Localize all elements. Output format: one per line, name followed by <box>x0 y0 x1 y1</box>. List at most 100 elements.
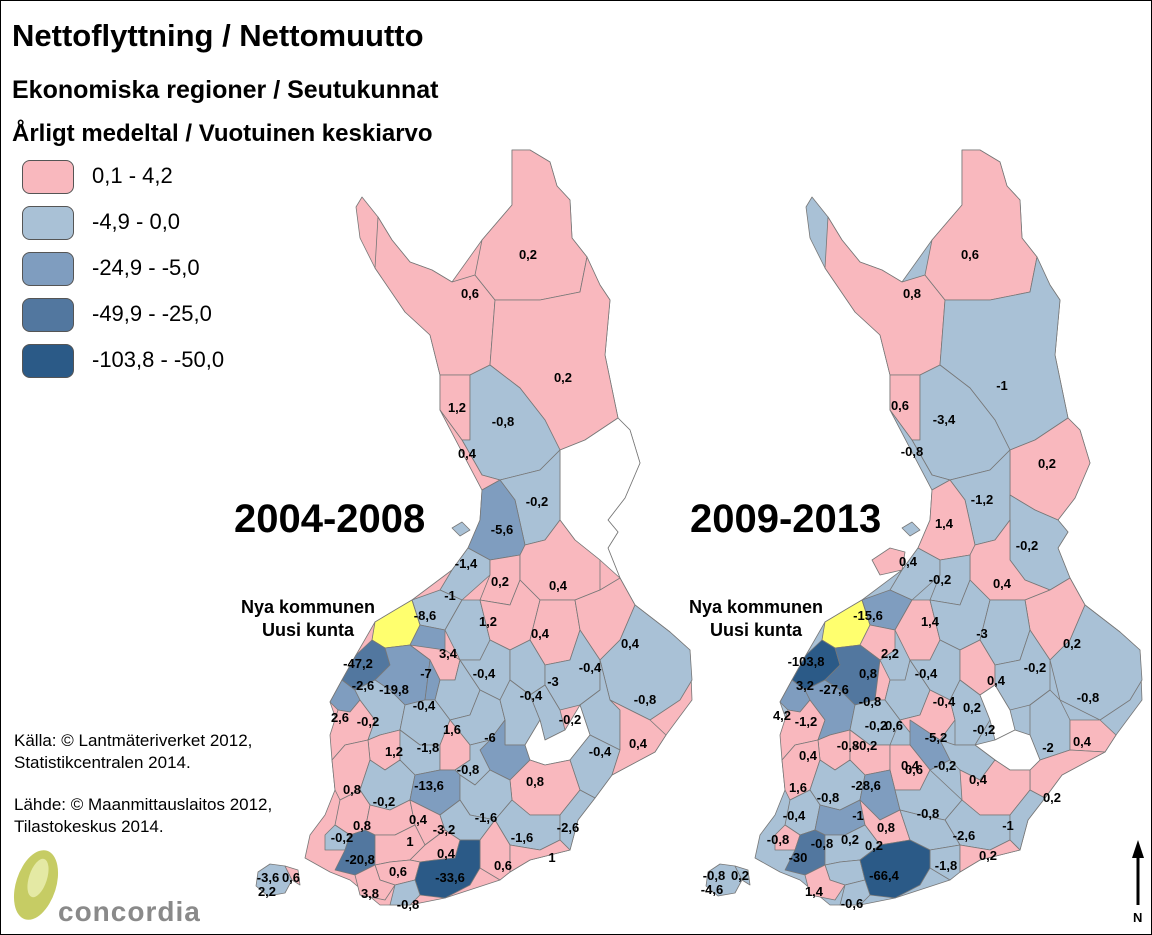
region-value: 1,6 <box>789 780 807 795</box>
region-value: -0,2 <box>1024 660 1046 675</box>
region-value: -0,2 <box>855 738 877 753</box>
region-value: 0,8 <box>859 666 877 681</box>
region-value: -2 <box>1042 740 1054 755</box>
logo-leaf-highlight <box>27 858 49 898</box>
region-value: 3,4 <box>439 646 458 661</box>
region-value: 0,2 <box>1038 456 1056 471</box>
legend-swatch <box>22 252 74 286</box>
region-value: -5,6 <box>491 522 513 537</box>
region-value: 3,2 <box>796 678 814 693</box>
logo-text: concordia <box>58 896 201 927</box>
region-value: -66,4 <box>869 868 899 883</box>
region-value: -0,2 <box>865 718 887 733</box>
region-value: -28,6 <box>851 778 881 793</box>
region-value: 0,6 <box>389 864 407 879</box>
region-value: -0,8 <box>634 692 656 707</box>
region-value: -1,6 <box>511 830 533 845</box>
north-arrow-head <box>1132 840 1144 858</box>
period-label-2009-2013: 2009-2013 <box>690 497 881 541</box>
source-finnish: Lähde: © Maanmittauslaitos 2012, Tilasto… <box>14 795 273 836</box>
region-value: 3,8 <box>361 886 379 901</box>
region-value: 0,2 <box>519 247 537 262</box>
region-polygon <box>859 599 896 661</box>
region-value: -0,2 <box>559 712 581 727</box>
region-value: -0,2 <box>373 794 395 809</box>
region-value: -1 <box>996 378 1008 393</box>
legend-label: -49,9 - -25,0 <box>92 301 212 326</box>
region-value: -1 <box>444 588 456 603</box>
region-value: 0,2 <box>979 848 997 863</box>
region-value: 0,4 <box>993 576 1012 591</box>
region-value: 0,4 <box>1073 734 1092 749</box>
region-value: -0,4 <box>520 688 543 703</box>
region-value: -0,2 <box>929 572 951 587</box>
region-value: 0,4 <box>437 846 456 861</box>
region-value: 0,6 <box>282 870 300 885</box>
region-value: 0,4 <box>901 758 920 773</box>
region-polygon <box>1049 604 1143 721</box>
region-value: -0,8 <box>492 414 514 429</box>
subtitle-annual-average: Årligt medeltal / Vuotuinen keskiarvo <box>12 120 433 147</box>
region-value: -0,2 <box>973 722 995 737</box>
region-value: -0,6 <box>841 896 863 911</box>
region-polygon <box>824 216 946 376</box>
region-value: -0,4 <box>589 744 612 759</box>
region-value: -33,6 <box>435 870 465 885</box>
region-value: -1 <box>1002 818 1014 833</box>
region-polygon <box>924 149 1038 301</box>
region-value: -0,2 <box>526 494 548 509</box>
region-value: -0,4 <box>413 698 436 713</box>
region-value: 0,2 <box>841 832 859 847</box>
region-value: -2,6 <box>953 828 975 843</box>
region-value: 0,2 <box>731 868 749 883</box>
map-2004-2008 <box>255 149 693 906</box>
region-value: 0,2 <box>865 838 883 853</box>
region-value: -0,8 <box>1077 690 1099 705</box>
region-value: -19,8 <box>379 682 409 697</box>
region-value: -0,4 <box>579 660 602 675</box>
region-value: -1,2 <box>795 714 817 729</box>
region-value: 0,2 <box>1063 636 1081 651</box>
region-value: -3,6 <box>257 870 279 885</box>
value-labels-2004-2008: 0,2 0,6 0,2 1,2 -0,8 0,4 -0,2 -5,6 -1,4 … <box>257 247 656 912</box>
region-value: -0,8 <box>917 806 939 821</box>
region-value: -4,6 <box>701 882 723 897</box>
region-value: -1,2 <box>971 492 993 507</box>
region-value: -3 <box>976 626 988 641</box>
region-value: 1,4 <box>935 516 954 531</box>
region-value: 1,2 <box>479 614 497 629</box>
new-municipality-label: Uusi kunta <box>262 620 355 640</box>
region-value: -0,2 <box>934 758 956 773</box>
region-value: 0,4 <box>987 673 1006 688</box>
legend-label: 0,1 - 4,2 <box>92 163 173 188</box>
region-polygon <box>389 879 421 906</box>
new-municipality-label: Uusi kunta <box>710 620 803 640</box>
subtitle-regions: Ekonomiska regioner / Seutukunnat <box>12 76 439 104</box>
region-value: -15,6 <box>853 608 883 623</box>
region-value: 1,2 <box>385 744 403 759</box>
legend-swatch <box>22 298 74 332</box>
region-value: -47,2 <box>343 656 373 671</box>
region-value: -0,8 <box>811 836 833 851</box>
new-municipality-label: Nya kommunen <box>241 597 375 617</box>
region-polygon <box>255 863 293 897</box>
region-value: -0,2 <box>1016 538 1038 553</box>
region-polygon <box>901 521 921 537</box>
region-value: 4,2 <box>773 708 791 723</box>
region-value: 1 <box>548 850 555 865</box>
region-value: -1,8 <box>935 858 957 873</box>
legend-swatch <box>22 206 74 240</box>
region-value: -30 <box>789 850 808 865</box>
region-polygon <box>474 149 588 301</box>
region-value: 2,6 <box>331 710 349 725</box>
region-value: -6 <box>484 730 496 745</box>
region-value: 0,4 <box>899 554 918 569</box>
region-polygon <box>871 547 906 576</box>
period-label-2004-2008: 2004-2008 <box>234 497 425 541</box>
region-value: -0,2 <box>331 830 353 845</box>
region-polygon <box>284 865 301 886</box>
region-value: 0,8 <box>903 286 921 301</box>
legend-swatch <box>22 344 74 378</box>
region-value: -13,6 <box>414 778 444 793</box>
region-value: 0,4 <box>458 446 477 461</box>
